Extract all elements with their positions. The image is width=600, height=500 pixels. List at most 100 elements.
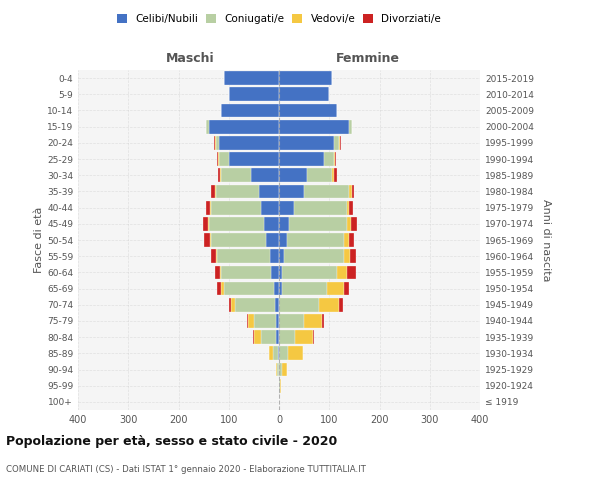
Bar bbox=[319, 298, 340, 312]
Bar bbox=[221, 266, 271, 280]
Bar bbox=[279, 330, 295, 344]
Text: Maschi: Maschi bbox=[166, 52, 215, 65]
Bar bbox=[279, 184, 304, 198]
Bar bbox=[281, 266, 337, 280]
Bar bbox=[209, 120, 279, 134]
Bar bbox=[344, 282, 349, 296]
Bar bbox=[279, 362, 281, 376]
Bar bbox=[278, 346, 279, 360]
Bar bbox=[350, 250, 356, 263]
Bar bbox=[210, 200, 211, 214]
Bar bbox=[284, 250, 344, 263]
Legend: Celibi/Nubili, Coniugati/e, Vedovi/e, Divorziati/e: Celibi/Nubili, Coniugati/e, Vedovi/e, Di… bbox=[117, 14, 441, 24]
Bar bbox=[224, 282, 274, 296]
Bar bbox=[229, 152, 279, 166]
Bar bbox=[203, 217, 208, 230]
Bar bbox=[294, 200, 347, 214]
Bar bbox=[288, 346, 303, 360]
Bar bbox=[220, 266, 221, 280]
Bar bbox=[287, 233, 344, 247]
Bar bbox=[259, 184, 279, 198]
Bar bbox=[247, 314, 248, 328]
Bar bbox=[340, 298, 343, 312]
Bar bbox=[216, 184, 259, 198]
Bar bbox=[221, 282, 224, 296]
Bar bbox=[313, 330, 314, 344]
Bar bbox=[281, 362, 287, 376]
Bar bbox=[279, 104, 337, 118]
Bar bbox=[221, 168, 251, 182]
Bar bbox=[273, 346, 278, 360]
Bar bbox=[279, 266, 281, 280]
Bar bbox=[279, 298, 319, 312]
Bar bbox=[271, 266, 279, 280]
Bar bbox=[277, 330, 279, 344]
Text: Femmine: Femmine bbox=[335, 52, 400, 65]
Bar bbox=[279, 346, 288, 360]
Bar bbox=[262, 330, 277, 344]
Bar bbox=[254, 314, 277, 328]
Bar bbox=[229, 298, 231, 312]
Bar bbox=[266, 233, 279, 247]
Bar bbox=[279, 136, 334, 149]
Bar bbox=[289, 217, 347, 230]
Bar bbox=[304, 314, 322, 328]
Bar bbox=[279, 168, 307, 182]
Bar bbox=[231, 298, 235, 312]
Bar bbox=[279, 88, 329, 101]
Bar bbox=[340, 136, 341, 149]
Bar bbox=[352, 184, 355, 198]
Bar bbox=[334, 136, 340, 149]
Bar bbox=[281, 282, 327, 296]
Bar bbox=[279, 71, 332, 85]
Bar bbox=[279, 233, 287, 247]
Bar bbox=[279, 250, 284, 263]
Bar bbox=[322, 314, 324, 328]
Bar bbox=[279, 200, 294, 214]
Bar bbox=[211, 250, 215, 263]
Bar bbox=[253, 330, 254, 344]
Bar bbox=[206, 120, 209, 134]
Text: Popolazione per età, sesso e stato civile - 2020: Popolazione per età, sesso e stato civil… bbox=[6, 435, 337, 448]
Bar bbox=[279, 314, 304, 328]
Bar bbox=[214, 136, 215, 149]
Bar bbox=[304, 184, 349, 198]
Bar bbox=[279, 217, 289, 230]
Bar bbox=[269, 346, 273, 360]
Bar bbox=[280, 379, 281, 392]
Bar bbox=[215, 250, 217, 263]
Bar bbox=[217, 250, 270, 263]
Bar bbox=[203, 233, 209, 247]
Bar bbox=[251, 168, 279, 182]
Bar bbox=[264, 217, 279, 230]
Bar bbox=[209, 217, 264, 230]
Bar bbox=[349, 200, 353, 214]
Y-axis label: Fasce di età: Fasce di età bbox=[34, 207, 44, 273]
Bar bbox=[334, 152, 335, 166]
Bar bbox=[217, 152, 218, 166]
Bar bbox=[277, 314, 279, 328]
Bar bbox=[307, 168, 332, 182]
Bar bbox=[277, 362, 279, 376]
Bar bbox=[224, 71, 279, 85]
Bar bbox=[208, 217, 209, 230]
Bar bbox=[215, 136, 216, 149]
Bar bbox=[349, 184, 352, 198]
Bar bbox=[262, 200, 279, 214]
Bar bbox=[206, 200, 210, 214]
Bar bbox=[349, 120, 352, 134]
Bar bbox=[334, 168, 337, 182]
Bar bbox=[211, 184, 215, 198]
Bar bbox=[274, 282, 279, 296]
Bar bbox=[347, 200, 349, 214]
Bar bbox=[324, 152, 334, 166]
Bar bbox=[279, 152, 324, 166]
Bar bbox=[209, 233, 211, 247]
Bar bbox=[270, 250, 279, 263]
Bar bbox=[279, 379, 280, 392]
Bar bbox=[344, 233, 349, 247]
Bar bbox=[229, 88, 279, 101]
Bar bbox=[349, 233, 355, 247]
Bar bbox=[218, 168, 220, 182]
Bar bbox=[337, 266, 347, 280]
